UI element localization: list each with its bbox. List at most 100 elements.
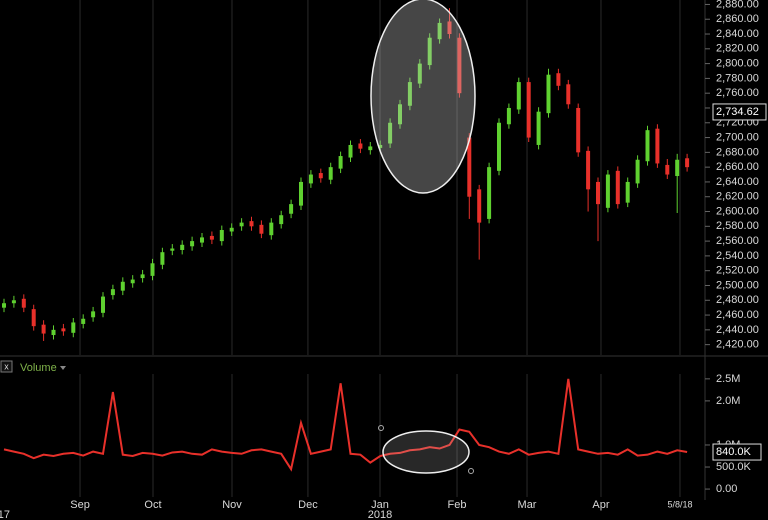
x-tick-label: Nov — [222, 499, 242, 511]
candle-body — [675, 159, 680, 177]
y-tick-label: 2,820.00 — [716, 43, 759, 55]
x-tick-label: Oct — [144, 499, 161, 511]
y-tick-label: 2,660.00 — [716, 161, 759, 173]
x-tick-label: Jan — [371, 499, 389, 511]
price-tag-label: 2,734.62 — [716, 106, 759, 118]
candle-body — [516, 82, 521, 110]
candle-body — [368, 146, 373, 151]
candle-body — [81, 318, 86, 324]
y-tick-label: 2.0M — [716, 395, 740, 407]
candle-body — [536, 111, 541, 145]
x-tick-label: Apr — [592, 499, 609, 511]
candle-body — [566, 84, 571, 105]
candle-body — [318, 173, 323, 179]
candle-body — [200, 237, 204, 243]
year-label: 17 — [0, 509, 10, 520]
y-tick-label: 500.0K — [716, 461, 752, 473]
candle-body — [21, 298, 26, 308]
volume-line — [3, 378, 688, 472]
candle-body — [180, 244, 185, 250]
volume-tag — [712, 443, 762, 461]
y-tick-label: 2,520.00 — [716, 265, 759, 277]
candle-body — [526, 82, 531, 138]
dropdown-arrow[interactable] — [60, 366, 66, 370]
candle-body — [91, 311, 96, 318]
y-tick-label: 2,600.00 — [716, 205, 759, 217]
candle-body — [140, 274, 145, 279]
candle-body — [71, 322, 76, 333]
y-tick-label: 2,700.00 — [716, 131, 759, 143]
candle-body — [239, 222, 244, 227]
candle-body — [497, 122, 501, 171]
handle — [378, 425, 384, 431]
candle-body — [61, 328, 66, 332]
y-tick-label: 2,840.00 — [716, 28, 759, 40]
candle-body — [2, 303, 6, 308]
y-tick-label: 2,420.00 — [716, 339, 759, 351]
candle-body — [388, 122, 393, 144]
x-tick-label: Feb — [448, 499, 467, 511]
x-tick-label: 5/8/18 — [667, 499, 692, 509]
y-tick-label: 2,460.00 — [716, 309, 759, 321]
highlight-ellipse — [370, 0, 476, 194]
x-tick-label: Dec — [298, 499, 318, 511]
candle-body — [437, 22, 442, 40]
price-tag — [712, 103, 767, 121]
close-icon[interactable]: x — [4, 361, 9, 371]
candle-body — [615, 170, 620, 205]
candle-body — [635, 159, 640, 184]
candle-body — [576, 107, 581, 153]
candle-body — [249, 221, 254, 227]
candle-body — [665, 164, 670, 175]
y-tick-label: 2,580.00 — [716, 220, 759, 232]
highlight-ellipse — [382, 430, 470, 474]
y-tick-label: 2,640.00 — [716, 176, 759, 188]
candle-body — [101, 296, 105, 313]
candle-body — [447, 21, 452, 35]
y-tick-label: 2,780.00 — [716, 72, 759, 84]
candle-body — [645, 130, 650, 162]
candle-body — [31, 309, 36, 327]
candle-body — [269, 222, 274, 236]
y-tick-label: 2,440.00 — [716, 324, 759, 336]
volume-label[interactable]: Volume — [20, 362, 57, 374]
candle-body — [170, 248, 175, 251]
candle-body — [407, 82, 412, 106]
y-tick-label: 2,560.00 — [716, 235, 759, 247]
candle-body — [467, 137, 472, 197]
candle-body — [596, 181, 600, 205]
candle-body — [259, 224, 264, 234]
candle-body — [120, 281, 125, 291]
candle-body — [685, 158, 690, 168]
y-tick-label: 2,480.00 — [716, 294, 759, 306]
volume-tag-label: 840.0K — [716, 446, 752, 458]
candle-body — [130, 279, 135, 284]
y-tick-label: 2,800.00 — [716, 58, 759, 70]
y-tick-label: 2,620.00 — [716, 191, 759, 203]
candle-body — [299, 181, 303, 206]
candle-body — [190, 241, 195, 247]
candle-body — [279, 215, 284, 225]
close-button[interactable] — [0, 360, 13, 373]
year-label: 2018 — [368, 509, 392, 520]
candle-body — [457, 37, 462, 94]
candle-body — [51, 329, 56, 336]
candle-body — [358, 143, 363, 149]
candle-body — [41, 324, 46, 334]
candle-body — [338, 156, 343, 169]
candle-body — [209, 235, 214, 240]
candle-body — [506, 107, 511, 125]
candle-body — [378, 144, 383, 148]
candle-body — [160, 252, 165, 265]
y-tick-label: 2,880.00 — [716, 0, 759, 10]
candle-body — [546, 74, 551, 114]
candle-body — [308, 174, 313, 184]
candle-body — [348, 144, 353, 158]
candle-body — [487, 167, 492, 219]
y-tick-label: 2,680.00 — [716, 146, 759, 158]
candle-body — [427, 37, 432, 66]
x-tick-label: Mar — [518, 499, 537, 511]
y-tick-label: 2.5M — [716, 373, 740, 385]
y-tick-label: 0.00 — [716, 483, 737, 495]
